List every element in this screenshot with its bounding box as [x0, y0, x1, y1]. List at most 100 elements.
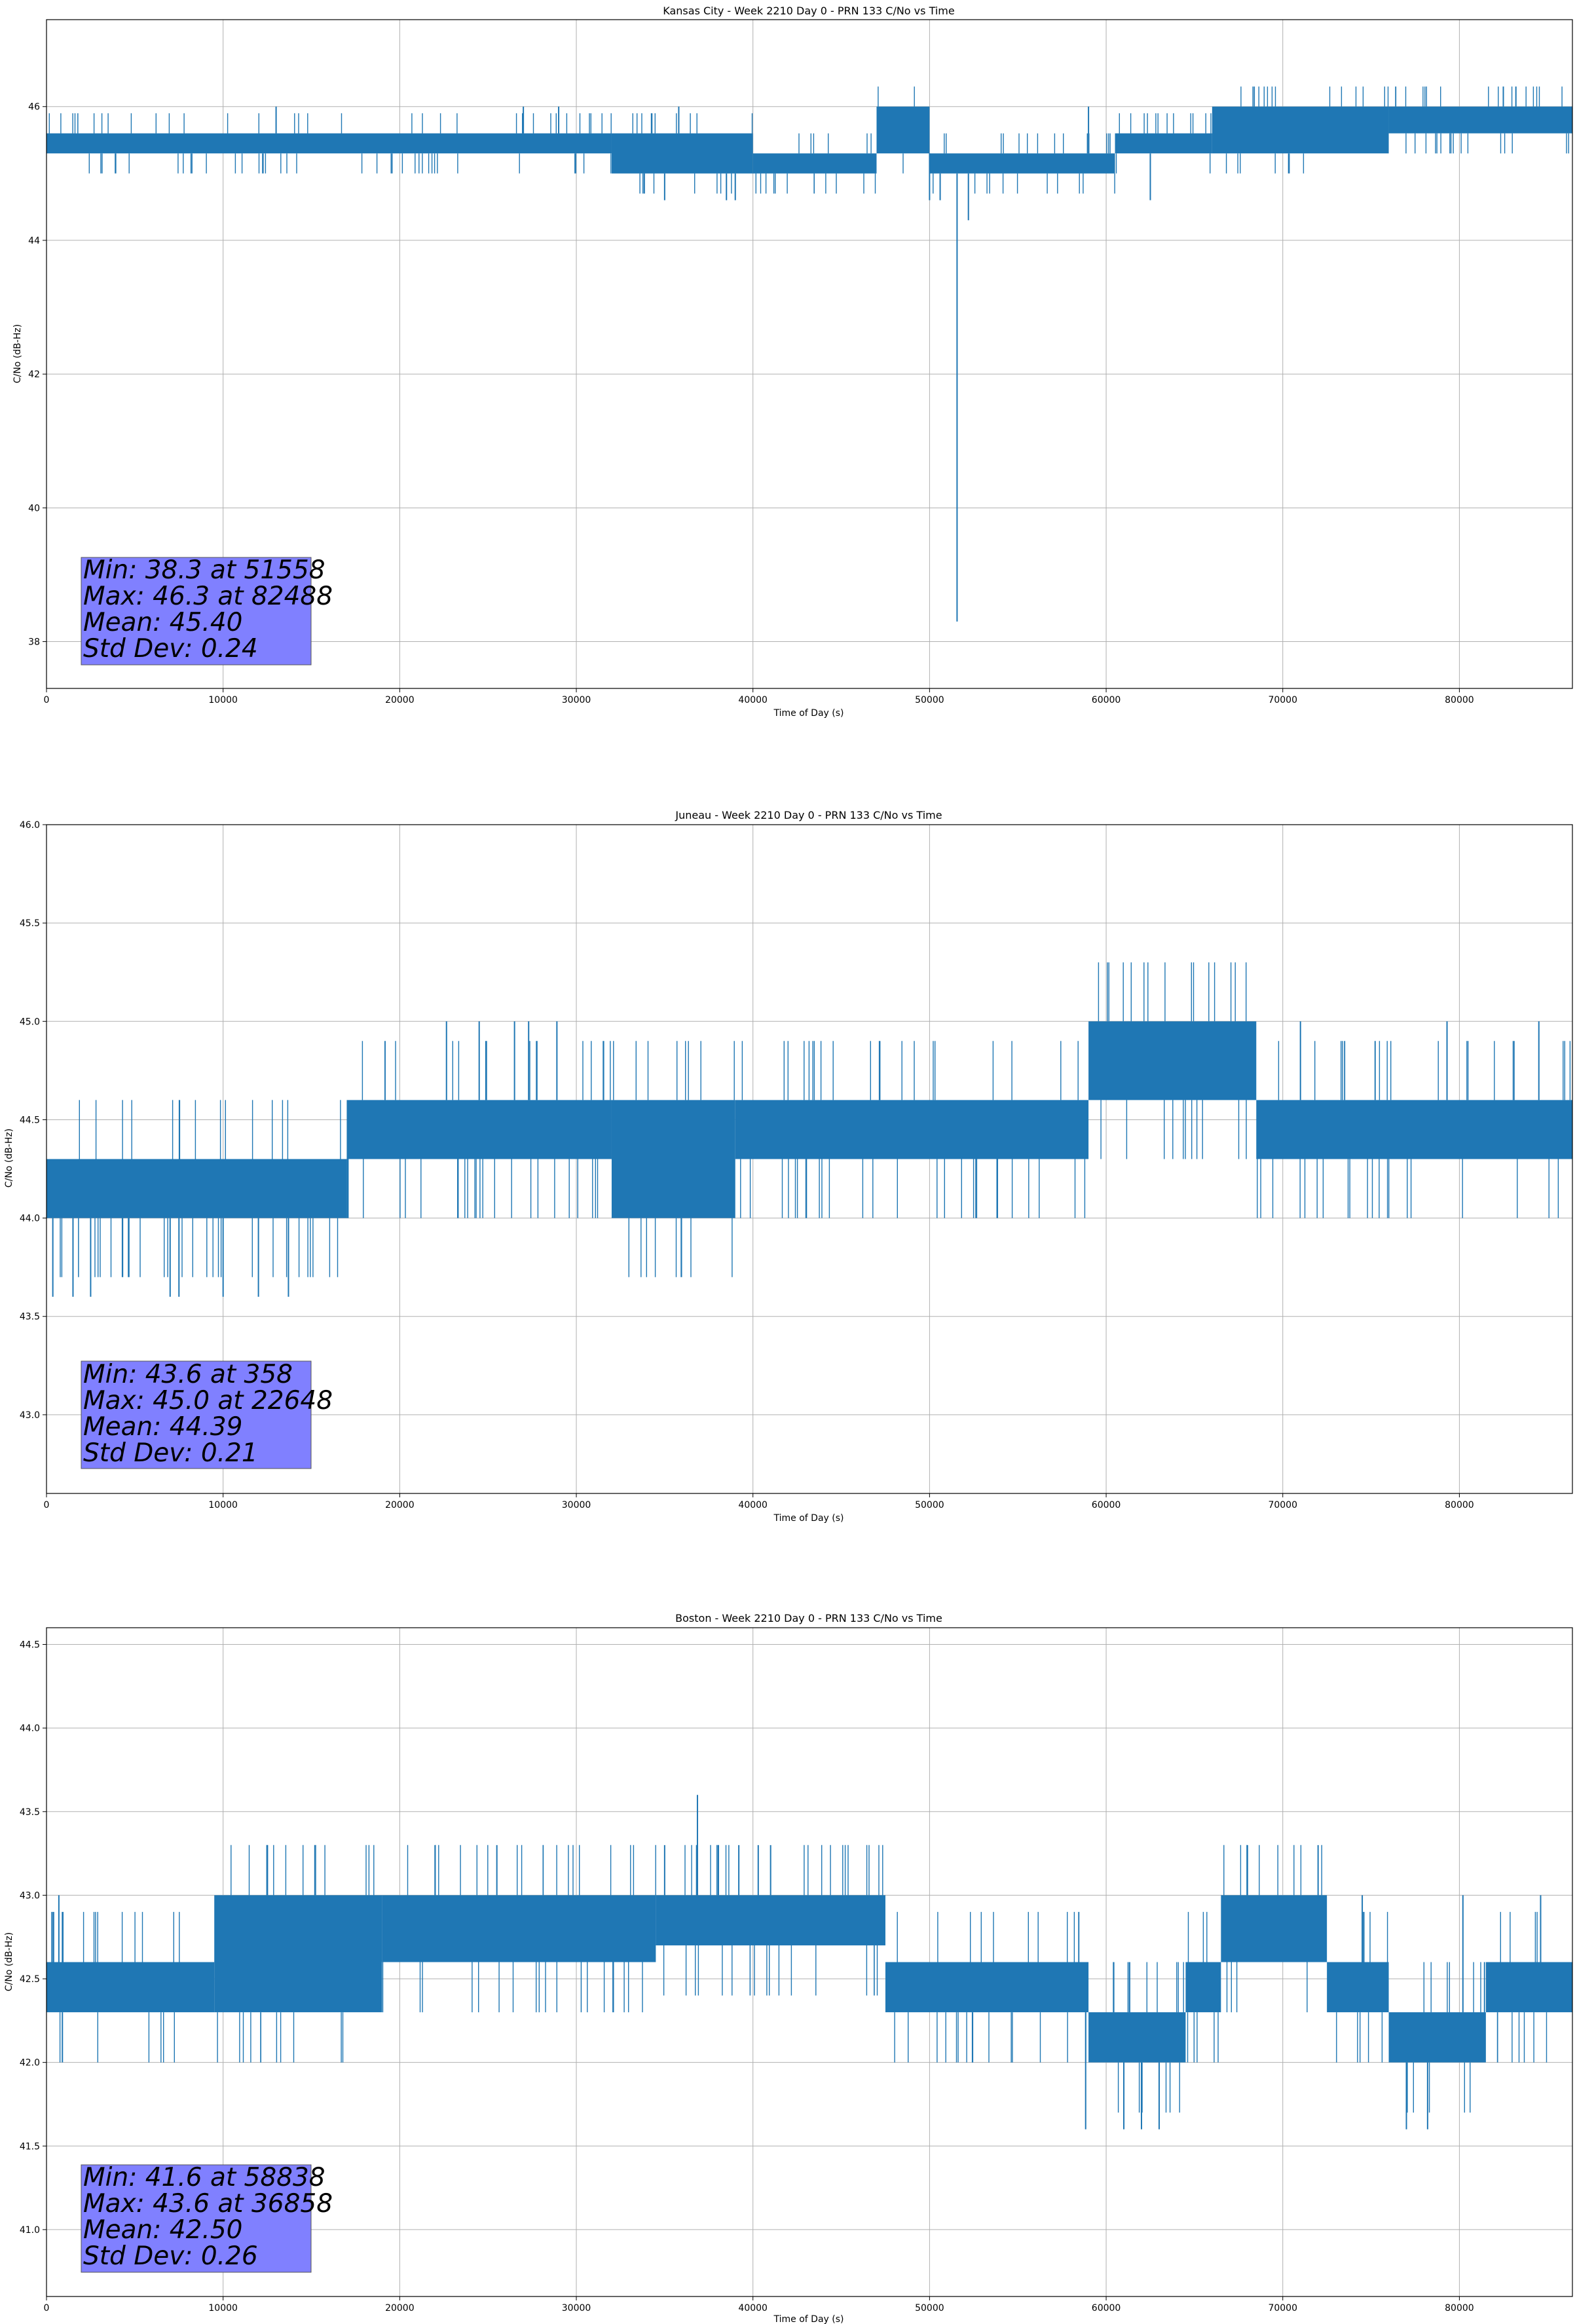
y-tick-label: 43.5 [20, 1807, 40, 1818]
x-tick-label: 60000 [1092, 1500, 1121, 1510]
series-band [752, 153, 877, 174]
stat-mean: Mean: 44.39 [83, 1412, 242, 1442]
stat-min: Min: 41.6 at 58838 [83, 2163, 325, 2192]
series-noise [1187, 1911, 1219, 2063]
series-band [214, 1895, 382, 2013]
axis-ticks: 0 10000 20000 30000 40000 50000 60000 70000 8000… [28, 102, 1474, 705]
y-axis-label: C/No (dB-Hz) [4, 1129, 14, 1188]
stat-min: Min: 38.3 at 51558 [83, 555, 325, 585]
y-tick-label: 43.0 [20, 1410, 40, 1421]
series-band [929, 153, 1115, 174]
chart-title: Boston - Week 2210 Day 0 - PRN 133 C/No … [675, 1612, 942, 1624]
series-noise [894, 1911, 1086, 2063]
x-tick-label: 30000 [562, 1500, 591, 1510]
series-band [46, 1159, 347, 1218]
series-band [1088, 1021, 1257, 1100]
y-tick-label: 38 [28, 637, 40, 648]
x-tick-label: 30000 [562, 695, 591, 705]
stat-mean: Mean: 42.50 [83, 2215, 242, 2245]
series-band [1256, 1100, 1572, 1159]
plot-frame [46, 824, 1573, 1494]
series-noise [217, 1845, 375, 2063]
stat-max: Max: 46.3 at 82488 [83, 582, 333, 611]
stats-box: Min: 41.6 at 58838 Max: 43.6 at 36858 Me… [81, 2163, 333, 2273]
series-band [611, 133, 753, 174]
y-tick-label: 46.0 [20, 820, 40, 831]
series-noise [1257, 1041, 1571, 1218]
series-band [46, 133, 612, 154]
y-tick-label: 42 [28, 369, 40, 380]
axis-ticks: 0 10000 20000 30000 40000 50000 60000 70000 8000… [20, 820, 1474, 1510]
stat-std-dev: Std Dev: 0.21 [83, 1438, 258, 1468]
x-tick-label: 70000 [1268, 1500, 1297, 1510]
series-noise [382, 1845, 656, 2013]
x-tick-label: 40000 [738, 1500, 768, 1510]
y-tick-label: 41.0 [20, 2225, 40, 2236]
x-tick-label: 0 [44, 695, 50, 705]
series-noise [51, 1911, 180, 2063]
y-tick-label: 42.0 [20, 2058, 40, 2069]
series-noise [1225, 86, 1389, 174]
series-band [1185, 1962, 1221, 2013]
series-band [1088, 2012, 1186, 2063]
x-tick-label: 80000 [1445, 2303, 1474, 2314]
chart-panel-kansas-city: Kansas City - Week 2210 Day 0 - PRN 133 … [12, 5, 1573, 719]
y-axis-label: C/No (dB-Hz) [12, 324, 23, 383]
y-tick-label: 43.5 [20, 1312, 40, 1322]
chart-title: Kansas City - Week 2210 Day 0 - PRN 133 … [663, 5, 954, 17]
plot-frame [46, 19, 1573, 689]
x-tick-label: 80000 [1445, 1500, 1474, 1510]
stat-min: Min: 43.6 at 358 [83, 1360, 293, 1389]
series-noise [60, 1100, 341, 1277]
chart-panel-boston: Boston - Week 2210 Day 0 - PRN 133 C/No … [4, 1612, 1573, 2324]
series-band [1115, 133, 1212, 154]
x-tick-label: 80000 [1445, 695, 1474, 705]
stats-box: Min: 43.6 at 358 Max: 45.0 at 22648 Mean… [81, 1360, 333, 1469]
series-band [1388, 106, 1572, 134]
series-noise [878, 86, 930, 174]
y-tick-label: 40 [28, 503, 40, 514]
series-noise [1098, 962, 1247, 1159]
series-band [346, 1100, 612, 1159]
x-tick-label: 10000 [208, 695, 238, 705]
x-tick-label: 0 [44, 2303, 50, 2314]
x-axis-label: Time of Day (s) [773, 708, 844, 719]
series-noise [48, 113, 612, 174]
data-series [46, 962, 1572, 1297]
stats-box-background [81, 557, 312, 665]
x-tick-label: 30000 [562, 2303, 591, 2314]
x-tick-label: 50000 [915, 2303, 944, 2314]
data-series [46, 1795, 1572, 2129]
stats-box-background [81, 1360, 312, 1469]
y-tick-label: 44.5 [20, 1115, 40, 1125]
x-tick-label: 70000 [1268, 2303, 1297, 2314]
x-tick-label: 40000 [738, 695, 768, 705]
series-noise [933, 133, 1115, 194]
y-tick-label: 45.5 [20, 918, 40, 929]
series-band [885, 1962, 1089, 2013]
x-tick-label: 60000 [1092, 695, 1121, 705]
y-axis-label: C/No (dB-Hz) [4, 1932, 14, 1991]
series-band [1212, 106, 1389, 154]
plot-frame [46, 1627, 1573, 2297]
y-tick-label: 42.5 [20, 1974, 40, 1985]
series-band [656, 1895, 885, 1945]
stats-box: Min: 38.3 at 51558 Max: 46.3 at 82488 Me… [81, 555, 333, 665]
y-tick-label: 46 [28, 102, 40, 113]
axis-ticks: 0 10000 20000 30000 40000 50000 60000 70000 8000… [20, 1640, 1474, 2314]
chart-panel-juneau: Juneau - Week 2210 Day 0 - PRN 133 C/No … [4, 809, 1573, 1524]
x-tick-label: 20000 [385, 695, 415, 705]
series-band [1485, 1962, 1572, 2013]
y-tick-label: 44.0 [20, 1214, 40, 1224]
x-tick-label: 50000 [915, 695, 944, 705]
series-band [735, 1100, 1089, 1159]
series-noise [1113, 1962, 1184, 2113]
series-band [876, 106, 930, 154]
series-band [1388, 2012, 1486, 2063]
data-series [46, 86, 1572, 622]
stat-std-dev: Std Dev: 0.26 [83, 2241, 258, 2271]
x-axis-label: Time of Day (s) [773, 1513, 844, 1524]
x-tick-label: 60000 [1092, 2303, 1121, 2314]
chart-title: Juneau - Week 2210 Day 0 - PRN 133 C/No … [675, 809, 942, 821]
